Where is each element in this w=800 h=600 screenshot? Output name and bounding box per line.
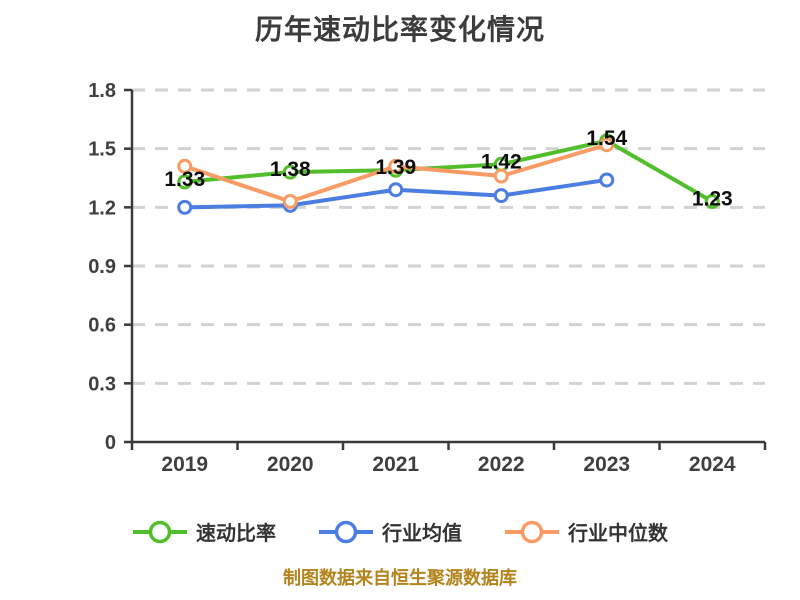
legend-label-industry-median: 行业中位数 bbox=[568, 523, 668, 545]
y-tick-label: 0.6 bbox=[88, 315, 116, 337]
data-label: 1.38 bbox=[270, 158, 311, 181]
line-marker-icon bbox=[319, 520, 373, 543]
data-point-marker[interactable] bbox=[599, 137, 615, 153]
series-industry-average bbox=[177, 172, 615, 215]
data-point-marker[interactable] bbox=[177, 174, 193, 190]
data-point-marker[interactable] bbox=[388, 158, 404, 174]
legend-item-industry-median[interactable]: 行业中位数 bbox=[504, 517, 668, 546]
series-industry-median bbox=[177, 137, 615, 209]
grid-group bbox=[132, 88, 765, 385]
legend-label-industry-average: 行业均值 bbox=[382, 523, 462, 545]
legend-item-industry-average[interactable]: 行业均值 bbox=[318, 517, 462, 546]
y-axis-group: 0 0.3 0.6 0.9 1.2 1.5 1.8 bbox=[88, 80, 134, 454]
data-label: 1.33 bbox=[164, 168, 205, 191]
legend-item-quick-ratio[interactable]: 速动比率 bbox=[132, 517, 276, 546]
x-tick-label: 2024 bbox=[689, 453, 736, 476]
data-point-marker[interactable] bbox=[282, 193, 298, 209]
y-tick-label: 1.5 bbox=[88, 139, 116, 161]
data-point-marker[interactable] bbox=[493, 168, 509, 184]
y-tick-label: 0.9 bbox=[88, 256, 116, 278]
data-source-caption: 制图数据来自恒生聚源数据库 bbox=[283, 568, 517, 588]
data-label: 1.54 bbox=[586, 127, 627, 150]
data-point-marker[interactable] bbox=[282, 164, 298, 180]
data-labels-group: 1.33 1.38 1.39 1.42 1.54 1.23 bbox=[164, 127, 732, 211]
x-tick-label: 2019 bbox=[161, 453, 208, 476]
data-point-marker[interactable] bbox=[177, 158, 193, 174]
data-point-marker[interactable] bbox=[599, 172, 615, 188]
data-label: 1.23 bbox=[692, 187, 733, 210]
data-point-marker[interactable] bbox=[704, 193, 720, 209]
x-tick-label: 2020 bbox=[267, 453, 314, 476]
x-tick-label: 2023 bbox=[583, 453, 630, 476]
y-tick-label: 0 bbox=[105, 432, 116, 454]
data-label: 1.39 bbox=[375, 156, 416, 179]
line-marker-icon bbox=[133, 520, 187, 543]
x-tick-label: 2021 bbox=[372, 453, 419, 476]
x-tick-label: 2022 bbox=[478, 453, 525, 476]
data-point-marker[interactable] bbox=[388, 182, 404, 198]
series-quick-ratio bbox=[177, 133, 720, 209]
y-tick-label: 1.2 bbox=[88, 197, 116, 219]
x-axis-group: 2019 2020 2021 2022 2023 2024 bbox=[130, 440, 767, 476]
y-tick-label: 0.3 bbox=[88, 373, 116, 395]
data-label: 1.42 bbox=[481, 150, 522, 173]
y-tick-label: 1.8 bbox=[88, 80, 116, 102]
legend: 速动比率 行业均值 行业中位数 bbox=[0, 517, 800, 546]
chart-title: 历年速动比率变化情况 bbox=[254, 14, 545, 45]
data-point-marker[interactable] bbox=[493, 188, 509, 204]
line-marker-icon bbox=[505, 520, 559, 543]
data-point-marker[interactable] bbox=[177, 199, 193, 215]
series-line bbox=[182, 138, 715, 204]
legend-label-quick-ratio: 速动比率 bbox=[196, 523, 276, 545]
